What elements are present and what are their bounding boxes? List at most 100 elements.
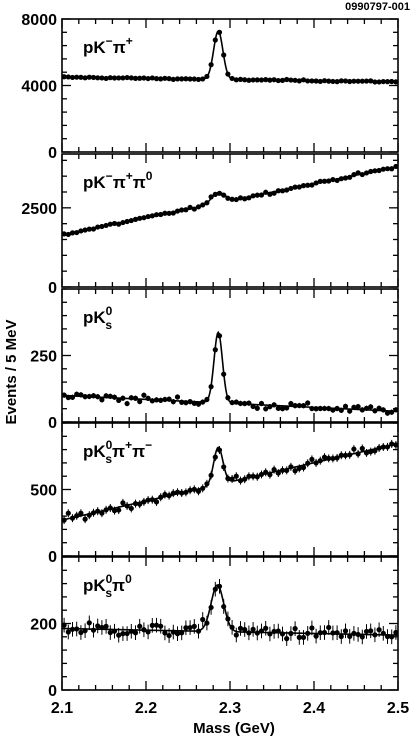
data-point bbox=[384, 79, 391, 85]
data-point bbox=[351, 630, 357, 636]
data-point bbox=[78, 629, 84, 636]
data-point bbox=[187, 399, 193, 405]
data-point bbox=[132, 395, 139, 401]
data-point bbox=[246, 630, 252, 636]
data-point bbox=[229, 624, 235, 630]
data-point bbox=[279, 77, 286, 83]
data-point bbox=[225, 195, 231, 201]
data-point bbox=[376, 167, 382, 174]
data-point bbox=[376, 445, 382, 451]
y-tick-label: 0 bbox=[48, 683, 57, 700]
data-point bbox=[74, 74, 80, 80]
data-point bbox=[296, 465, 302, 471]
data-point bbox=[120, 500, 126, 506]
data-point bbox=[393, 407, 399, 413]
data-point bbox=[120, 219, 126, 226]
data-point bbox=[330, 630, 336, 636]
data-point bbox=[141, 627, 147, 633]
data-point bbox=[292, 184, 298, 190]
data-point bbox=[82, 516, 88, 522]
data-point bbox=[95, 394, 101, 400]
data-point bbox=[191, 400, 197, 406]
data-point bbox=[305, 630, 311, 636]
chart-panel: 0 500 pK0 sπ+π− bbox=[30, 422, 399, 566]
y-tick-label: 200 bbox=[30, 617, 57, 634]
data-point bbox=[225, 616, 231, 622]
data-point bbox=[347, 633, 353, 639]
data-point bbox=[145, 75, 151, 82]
data-point bbox=[300, 464, 307, 471]
data-point bbox=[393, 629, 399, 636]
data-point bbox=[258, 471, 265, 478]
data-point bbox=[313, 406, 319, 412]
data-point bbox=[158, 494, 164, 500]
data-point bbox=[338, 633, 344, 640]
data-point bbox=[124, 218, 130, 225]
data-point bbox=[90, 393, 97, 399]
data-point bbox=[380, 630, 386, 636]
data-point bbox=[233, 473, 239, 479]
data-point bbox=[271, 628, 277, 635]
data-point bbox=[250, 77, 256, 83]
data-point bbox=[355, 170, 361, 176]
data-point bbox=[254, 630, 260, 636]
data-point bbox=[242, 626, 248, 633]
y-tick-label: 2500 bbox=[21, 201, 57, 218]
data-point bbox=[212, 586, 218, 592]
data-point bbox=[90, 627, 97, 633]
data-point bbox=[61, 517, 67, 523]
data-point bbox=[229, 196, 235, 202]
data-point bbox=[376, 627, 382, 633]
data-point bbox=[351, 78, 357, 84]
data-point bbox=[107, 505, 113, 511]
data-point bbox=[229, 476, 235, 482]
data-point bbox=[309, 625, 315, 631]
data-point bbox=[267, 77, 273, 83]
data-point bbox=[363, 170, 370, 176]
data-point bbox=[153, 499, 160, 505]
data-point bbox=[82, 75, 88, 81]
data-point bbox=[166, 396, 172, 402]
data-point bbox=[208, 472, 214, 478]
data-point bbox=[380, 78, 386, 85]
data-point bbox=[355, 451, 361, 457]
data-point bbox=[116, 221, 122, 227]
data-point bbox=[162, 491, 168, 498]
data-point bbox=[372, 632, 378, 638]
data-point bbox=[170, 629, 176, 635]
data-point bbox=[208, 604, 214, 611]
data-point bbox=[153, 76, 160, 82]
data-point bbox=[384, 166, 391, 172]
data-point bbox=[309, 456, 315, 462]
data-point bbox=[317, 78, 323, 85]
data-point bbox=[359, 634, 365, 640]
data-point bbox=[292, 403, 298, 409]
data-point bbox=[187, 624, 193, 631]
data-point bbox=[389, 634, 395, 640]
data-point bbox=[292, 626, 298, 632]
data-point bbox=[74, 229, 80, 236]
data-point bbox=[95, 508, 101, 514]
data-point bbox=[288, 630, 294, 637]
x-axis: 2.1 2.2 2.3 2.4 2.5 bbox=[51, 700, 409, 717]
data-point bbox=[149, 398, 155, 404]
data-point bbox=[170, 76, 176, 83]
data-point bbox=[158, 211, 164, 218]
data-point bbox=[288, 400, 294, 407]
data-point bbox=[372, 79, 378, 85]
data-point bbox=[359, 407, 365, 413]
data-point bbox=[246, 195, 252, 201]
data-point bbox=[61, 74, 67, 80]
data-point bbox=[141, 499, 147, 505]
data-point bbox=[179, 399, 185, 405]
data-point bbox=[86, 512, 92, 518]
data-point bbox=[313, 460, 319, 466]
data-point bbox=[263, 625, 269, 631]
data-point bbox=[132, 216, 139, 222]
data-point bbox=[149, 497, 155, 503]
data-point bbox=[65, 629, 71, 635]
chart-panel: 0 2500 pK−π+π0 bbox=[21, 153, 399, 297]
data-point bbox=[158, 397, 164, 403]
data-point bbox=[334, 455, 340, 461]
data-point bbox=[263, 189, 269, 195]
